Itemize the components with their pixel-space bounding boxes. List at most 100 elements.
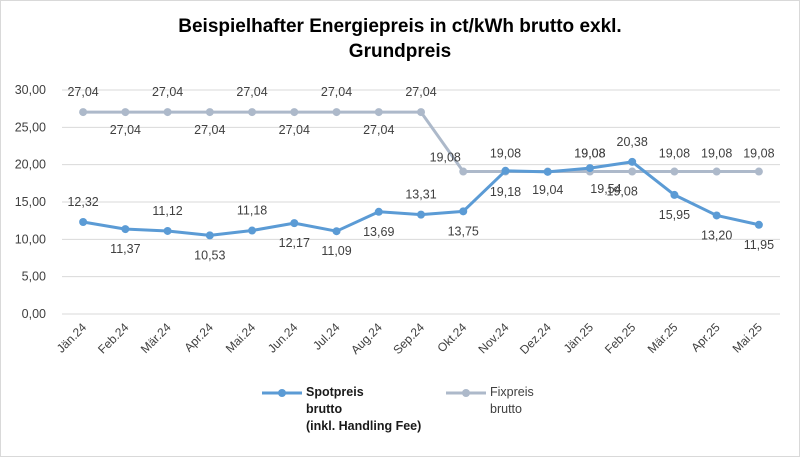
spotpreis-point xyxy=(417,210,425,219)
spotpreis-data-label: 11,37 xyxy=(110,242,140,256)
x-tick-label: Jul.24 xyxy=(310,320,343,353)
legend-label-spotpreis: Spotpreis brutto (inkl. Handling Fee) xyxy=(306,385,422,433)
y-tick-label: 30,00 xyxy=(15,83,46,97)
legend-label-fixpreis: Fixpreis brutto xyxy=(490,385,534,416)
spotpreis-data-label: 11,09 xyxy=(321,244,351,258)
fixpreis-data-label: 19,08 xyxy=(701,147,732,161)
x-tick-label: Sep.24 xyxy=(390,320,427,357)
x-tick-label: Mai.25 xyxy=(730,320,766,356)
fixpreis-point xyxy=(374,108,383,117)
x-tick-label: Mär.25 xyxy=(645,320,681,356)
spotpreis-point xyxy=(754,220,763,229)
fixpreis-data-label: 27,04 xyxy=(405,85,436,99)
spotpreis-point xyxy=(628,157,637,166)
x-tick-label: Okt.24 xyxy=(434,320,469,355)
chart-title: Beispielhafter Energiepreis in ct/kWh br… xyxy=(0,14,800,64)
x-tick-label: Jän.25 xyxy=(561,320,597,356)
fixpreis-point xyxy=(205,108,214,117)
legend-item-fixpreis[interactable]: Fixpreis brutto xyxy=(446,384,606,424)
fixpreis-point xyxy=(332,108,341,117)
x-tick-label: Apr.25 xyxy=(688,320,723,355)
chart-title-line-1: Beispielhafter Energiepreis in ct/kWh br… xyxy=(178,16,622,37)
fixpreis-data-label: 19,08 xyxy=(743,147,774,161)
x-tick-label: Jun.24 xyxy=(265,320,301,356)
y-tick-label: 10,00 xyxy=(15,232,46,246)
spotpreis-point xyxy=(670,190,679,199)
y-tick-label: 5,00 xyxy=(22,270,46,284)
fixpreis-point xyxy=(754,167,763,176)
spotpreis-data-label: 13,69 xyxy=(363,225,394,239)
x-tick-label: Nov.24 xyxy=(475,320,511,356)
fixpreis-data-label: 27,04 xyxy=(67,85,98,99)
legend-swatch-fixpreis xyxy=(446,389,486,397)
spotpreis-point xyxy=(79,218,88,227)
spotpreis-data-label: 12,32 xyxy=(67,195,98,209)
x-tick-label: Aug.24 xyxy=(348,320,385,357)
legend-item-spotpreis[interactable]: Spotpreis brutto (inkl. Handling Fee) xyxy=(262,384,482,444)
fixpreis-data-label: 27,04 xyxy=(279,123,310,137)
fixpreis-point xyxy=(163,108,172,117)
fixpreis-point xyxy=(712,167,721,176)
fixpreis-point xyxy=(417,108,425,117)
spotpreis-data-label: 11,18 xyxy=(237,204,267,218)
spotpreis-point xyxy=(585,164,594,173)
fixpreis-data-label: 27,04 xyxy=(194,123,225,137)
spotpreis-data-label: 13,20 xyxy=(701,228,732,242)
spotpreis-data-label: 10,53 xyxy=(194,248,225,262)
fixpreis-data-label: 27,04 xyxy=(321,85,352,99)
x-tick-label: Jän.24 xyxy=(54,320,90,356)
fixpreis-point xyxy=(670,167,679,176)
fixpreis-point xyxy=(459,167,468,176)
spotpreis-point xyxy=(712,211,721,220)
spotpreis-data-label: 15,95 xyxy=(659,208,690,222)
spotpreis-point xyxy=(459,207,468,216)
fixpreis-data-label: 19,08 xyxy=(490,147,521,161)
spotpreis-data-label: 12,17 xyxy=(279,236,310,250)
spotpreis-point xyxy=(205,231,214,240)
spotpreis-data-label: 11,12 xyxy=(152,204,182,218)
fixpreis-data-label: 19,08 xyxy=(607,185,638,199)
spotpreis-point xyxy=(248,226,257,235)
spotpreis-data-label: 11,95 xyxy=(744,238,774,252)
y-tick-label: 15,00 xyxy=(15,195,46,209)
fixpreis-data-label: 27,04 xyxy=(152,85,183,99)
y-tick-label: 0,00 xyxy=(22,307,46,321)
spotpreis-data-label: 19,18 xyxy=(490,185,521,199)
spotpreis-point xyxy=(332,227,341,236)
legend-swatch-spotpreis xyxy=(262,389,302,397)
y-tick-label: 20,00 xyxy=(15,158,46,172)
spotpreis-data-label: 13,31 xyxy=(405,188,436,202)
spotpreis-data-label: 19,04 xyxy=(532,183,563,197)
fixpreis-point xyxy=(290,108,299,117)
x-tick-label: Dez.24 xyxy=(517,320,554,357)
spotpreis-data-label: 20,38 xyxy=(617,135,648,149)
fixpreis-point xyxy=(628,167,637,176)
fixpreis-data-label: 27,04 xyxy=(236,85,267,99)
y-tick-label: 25,00 xyxy=(15,120,46,134)
x-tick-label: Feb.24 xyxy=(95,320,132,357)
spotpreis-data-label: 13,75 xyxy=(448,224,479,238)
fixpreis-data-label: 19,08 xyxy=(430,151,461,165)
fixpreis-line xyxy=(81,110,761,174)
fixpreis-point xyxy=(121,108,130,117)
chart-title-line-2: Grundpreis xyxy=(348,41,452,62)
fixpreis-data-label: 19,08 xyxy=(659,147,690,161)
spotpreis-point xyxy=(374,207,383,216)
spotpreis-point xyxy=(290,219,299,228)
fixpreis-data-label: 27,04 xyxy=(363,123,394,137)
spotpreis-data-label: 19,54 xyxy=(590,182,621,196)
spotpreis-point xyxy=(121,225,130,234)
spotpreis-point xyxy=(501,166,510,175)
x-tick-label: Mai.24 xyxy=(223,320,259,356)
fixpreis-data-label: 27,04 xyxy=(110,123,141,137)
fixpreis-data-label: 19,08 xyxy=(574,147,605,161)
spotpreis-point xyxy=(163,226,172,235)
fixpreis-point xyxy=(79,108,88,117)
x-tick-label: Apr.24 xyxy=(182,320,217,355)
fixpreis-point xyxy=(248,108,257,117)
x-tick-label: Mär.24 xyxy=(138,320,174,356)
fixpreis-data-label: 19,08 xyxy=(574,147,605,161)
spotpreis-point xyxy=(543,167,552,176)
x-tick-label: Feb.25 xyxy=(602,320,639,357)
